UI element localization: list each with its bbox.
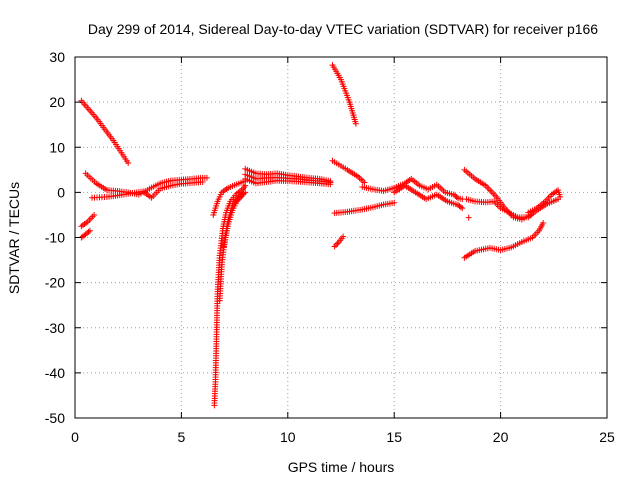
series-arc-n (525, 187, 564, 216)
data-point (459, 205, 466, 212)
grid-lines (75, 57, 607, 418)
x-tick-label: 15 (386, 429, 402, 445)
axis-ticks: 0 5 10 15 20 25 -50 -40 -30 -20 -10 0 10 20 30 (45, 49, 615, 445)
series-dip-4 (210, 178, 249, 218)
y-tick-label: 30 (49, 49, 65, 65)
data-point (465, 214, 472, 221)
data-point (91, 211, 98, 218)
data-point (327, 179, 334, 186)
series-arc-o (461, 220, 547, 261)
series-arc-h (331, 199, 398, 217)
x-tick-label: 5 (178, 429, 186, 445)
series-arc-g (329, 157, 368, 186)
series-arc-d (78, 211, 98, 230)
series-outlier (465, 214, 472, 221)
data-point (391, 199, 398, 206)
data-point (340, 233, 347, 240)
data-point (199, 178, 206, 185)
series-dip-3 (220, 191, 247, 250)
data-point (85, 228, 92, 235)
chart-title: Day 299 of 2014, Sidereal Day-to-day VTE… (88, 21, 598, 37)
y-tick-label: 10 (49, 139, 65, 155)
data-point (125, 160, 132, 167)
series-arc-f (329, 62, 359, 127)
data-point (457, 204, 464, 211)
x-tick-label: 0 (71, 429, 79, 445)
series-arc-a (78, 97, 132, 167)
y-tick-label: -30 (45, 320, 65, 336)
y-tick-label: 0 (57, 184, 65, 200)
data-point (453, 194, 460, 201)
data-point (203, 174, 210, 181)
data-point (540, 220, 547, 227)
x-tick-label: 10 (280, 429, 296, 445)
data-point (240, 191, 247, 198)
y-axis-label: SDTVAR / TECUs (6, 182, 22, 294)
y-tick-label: -10 (45, 230, 65, 246)
series-band-c (242, 171, 334, 186)
x-axis-label: GPS time / hours (288, 459, 395, 475)
data-point (86, 227, 93, 234)
y-tick-label: -20 (45, 275, 65, 291)
data-points (78, 62, 564, 409)
data-point (557, 193, 564, 200)
series-arc-k (391, 182, 466, 212)
x-tick-label: 25 (599, 429, 615, 445)
series-arc-i (331, 233, 347, 250)
data-point (352, 120, 359, 127)
series-arc-c (89, 178, 206, 201)
series-dip-1 (211, 182, 249, 409)
y-tick-label: 20 (49, 94, 65, 110)
series-arc-e (78, 227, 93, 241)
y-tick-label: -40 (45, 365, 65, 381)
y-tick-label: -50 (45, 410, 65, 426)
x-tick-label: 20 (493, 429, 509, 445)
